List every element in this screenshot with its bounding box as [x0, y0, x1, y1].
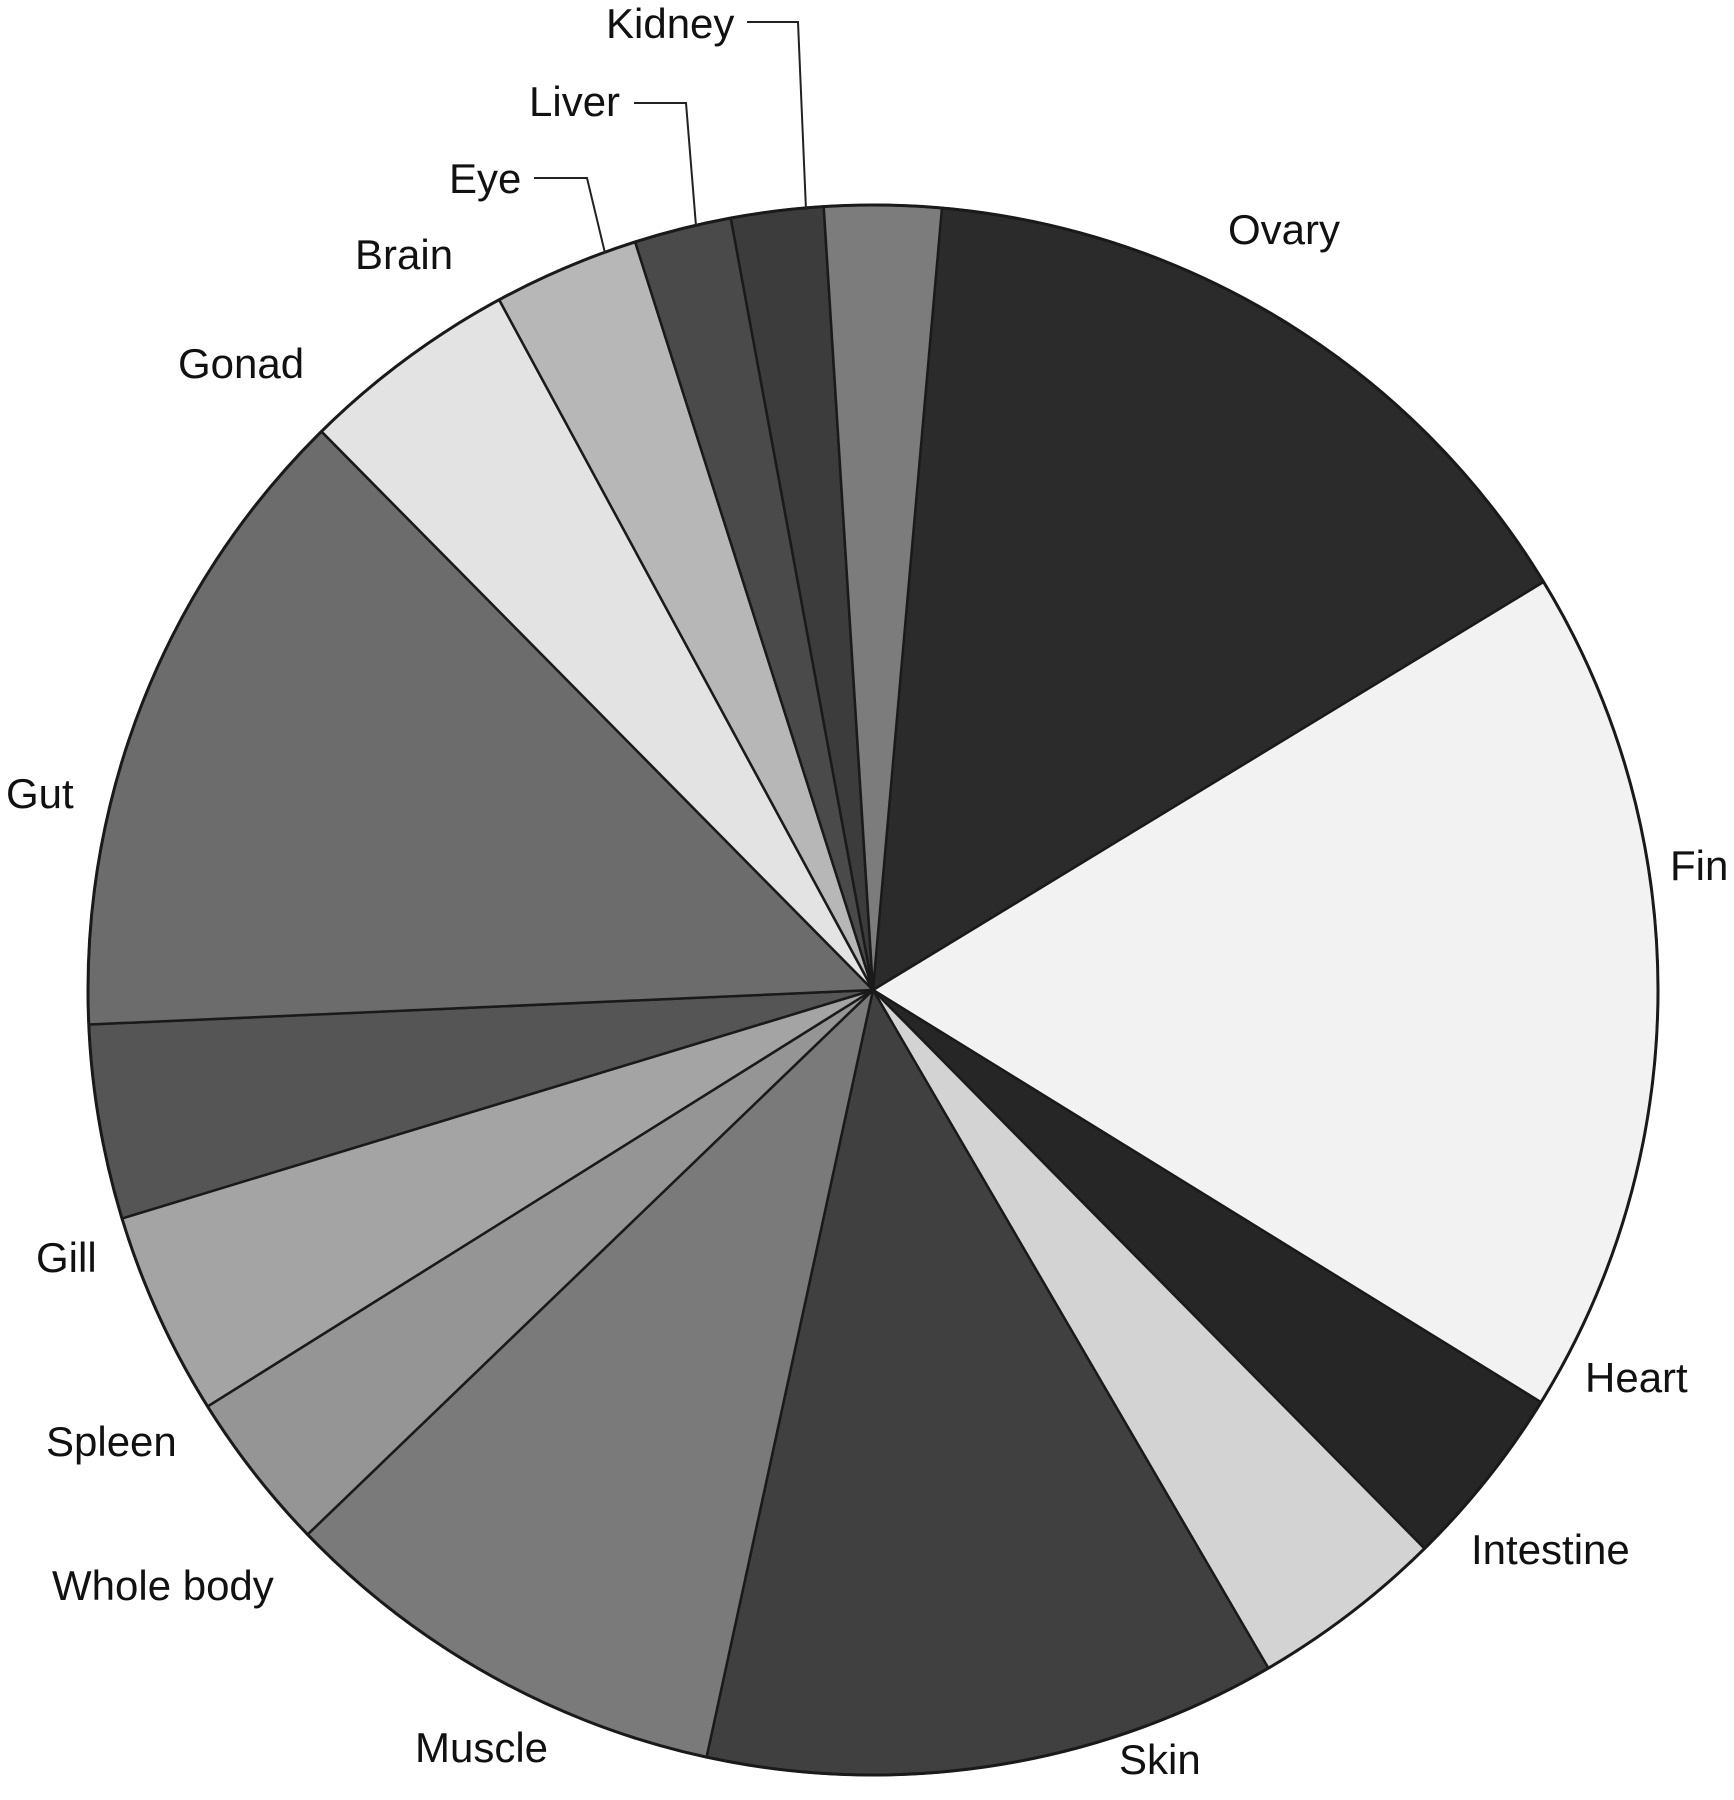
label-gill: Gill — [36, 1234, 97, 1281]
label-kidney: Kidney — [606, 0, 734, 47]
label-muscle: Muscle — [415, 1724, 548, 1771]
label-heart: Heart — [1585, 1354, 1688, 1401]
leader-lines — [534, 21, 807, 254]
label-liver: Liver — [529, 78, 620, 125]
leader-eye — [534, 177, 606, 254]
pie-slices — [86, 203, 1660, 1777]
label-spleen: Spleen — [46, 1418, 177, 1465]
label-eye: Eye — [449, 155, 521, 202]
leader-liver — [634, 102, 697, 227]
label-brain: Brain — [355, 231, 453, 278]
pie-labels: Ovary Fin Heart Intestine Skin Muscle Whole bo… — [6, 0, 1728, 1783]
label-ovary: Ovary — [1228, 206, 1340, 253]
label-gut: Gut — [6, 770, 74, 817]
label-gonad: Gonad — [178, 340, 304, 387]
label-whole-body: Whole body — [52, 1562, 274, 1609]
label-fin: Fin — [1670, 842, 1728, 889]
pie-outline — [86, 203, 1660, 1777]
label-intestine: Intestine — [1471, 1526, 1630, 1573]
label-skin: Skin — [1119, 1736, 1201, 1783]
leader-kidney — [747, 21, 807, 211]
